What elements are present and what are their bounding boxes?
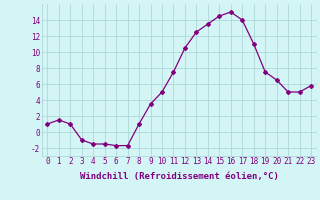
X-axis label: Windchill (Refroidissement éolien,°C): Windchill (Refroidissement éolien,°C) xyxy=(80,172,279,181)
